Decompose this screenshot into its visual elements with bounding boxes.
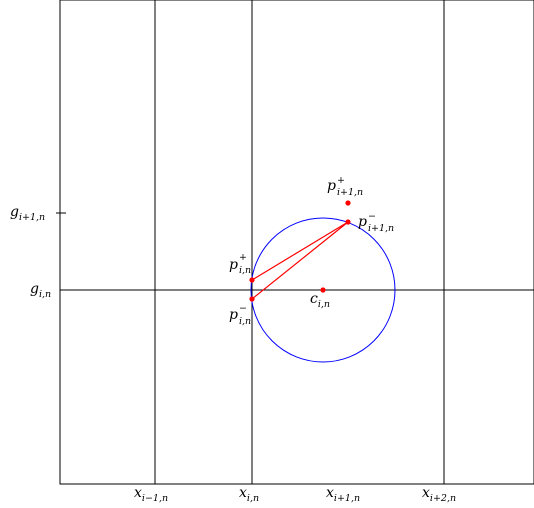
label-x-i-minus-1: xi−1,n xyxy=(134,485,168,504)
point-p-ip1-plus xyxy=(345,200,351,206)
point-p-i-plus xyxy=(249,277,255,283)
point-c-i xyxy=(320,287,326,293)
label-p-i-minus-sub: i,n xyxy=(239,316,251,327)
label-c-i: ci,n xyxy=(310,291,330,310)
label-x-i-plus-1: xi+1,n xyxy=(326,485,360,504)
label-p-ip1-plus-sup: + xyxy=(337,175,345,186)
diagram-frame xyxy=(59,0,534,485)
label-g-i: gi,n xyxy=(30,281,51,300)
label-x-i: xi,n xyxy=(239,485,259,504)
label-p-i-minus: p xyxy=(229,307,238,323)
point-p-ip1-minus xyxy=(345,219,351,225)
label-p-ip1-minus-sub: i+1,n xyxy=(368,223,394,234)
label-p-i-plus-sub: i,n xyxy=(239,265,251,276)
label-p-i-plus-sup: + xyxy=(239,252,247,263)
point-p-i-minus xyxy=(249,296,255,302)
label-p-ip1-minus-sup: − xyxy=(368,211,376,222)
label-p-i-minus-sup: − xyxy=(239,303,247,314)
label-p-ip1-plus: p xyxy=(327,178,336,194)
circle-around-c xyxy=(250,217,396,363)
red-line-p-i-minus-to-p-ip1-minus xyxy=(251,221,349,300)
label-p-ip1-plus-sub: i+1,n xyxy=(337,187,363,198)
red-line-p-i-plus-to-p-ip1-minus xyxy=(251,221,349,281)
label-p-ip1-minus: p xyxy=(358,214,367,230)
label-g-i-plus-1: gi+1,n xyxy=(10,204,45,223)
label-x-i-plus-2: xi+2,n xyxy=(422,485,456,504)
label-p-i-plus: p xyxy=(229,257,238,273)
